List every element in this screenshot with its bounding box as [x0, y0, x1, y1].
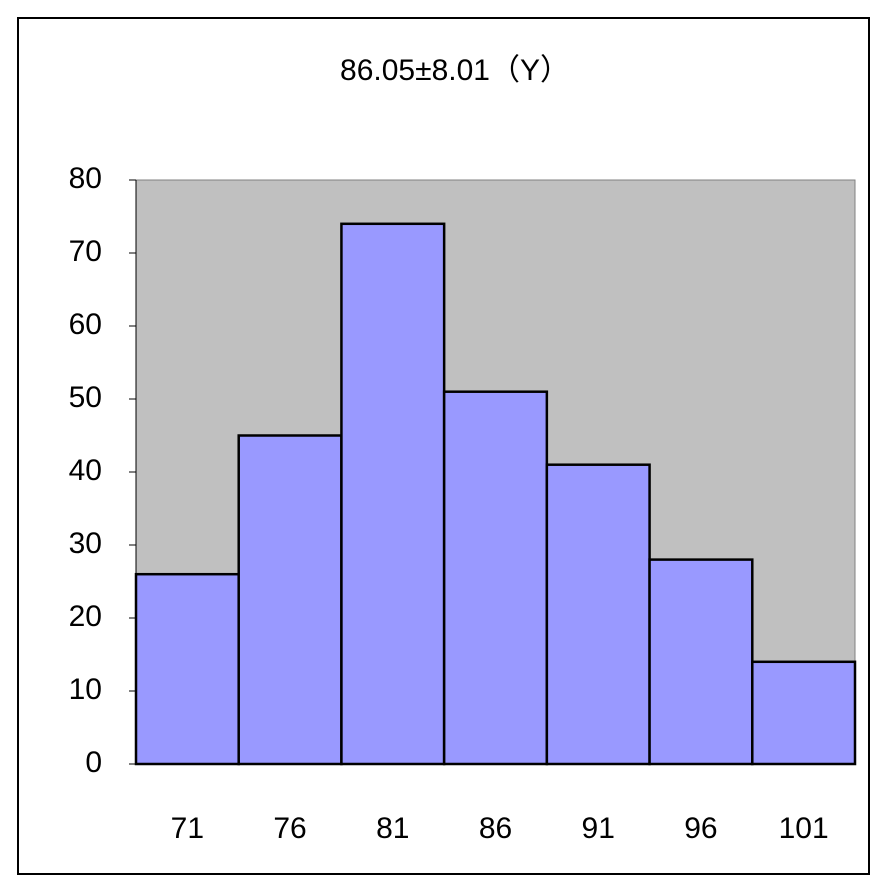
bar: [545, 463, 651, 766]
x-tick-label: 101: [779, 812, 829, 845]
y-tick-label: 70: [69, 235, 102, 268]
y-tick-label: 40: [69, 454, 102, 487]
y-tick-label: 80: [69, 162, 102, 195]
x-tick-label: 86: [479, 812, 512, 845]
y-tick-label: 20: [69, 600, 102, 633]
bar: [648, 558, 754, 766]
bar: [134, 572, 240, 766]
bar: [751, 660, 857, 766]
bar: [237, 434, 343, 766]
x-tick-label: 96: [684, 812, 717, 845]
y-tick-label: 50: [69, 381, 102, 414]
bar: [442, 390, 549, 766]
bar: [340, 222, 446, 766]
y-tick-label: 10: [69, 673, 102, 706]
x-tick-label: 91: [582, 812, 615, 845]
x-tick-label: 71: [171, 812, 204, 845]
x-tick-label: 76: [273, 812, 306, 845]
y-tick-label: 60: [69, 308, 102, 341]
y-tick-label: 30: [69, 527, 102, 560]
y-tick-label: 0: [85, 746, 102, 779]
x-tick-label: 81: [376, 812, 409, 845]
chart-title: 86.05±8.01（Y）: [340, 54, 570, 87]
